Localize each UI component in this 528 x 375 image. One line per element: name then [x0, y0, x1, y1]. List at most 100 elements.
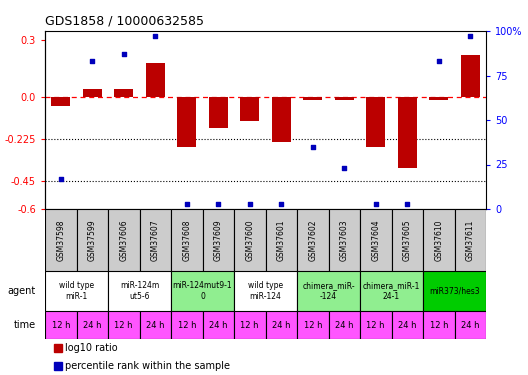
Bar: [108, 311, 139, 339]
Bar: [77, 311, 108, 339]
Text: 12 h: 12 h: [429, 321, 448, 330]
Bar: [108, 209, 139, 271]
Text: 24 h: 24 h: [146, 321, 165, 330]
Text: GSM37608: GSM37608: [182, 219, 191, 261]
Bar: [45, 311, 77, 339]
Point: [435, 58, 443, 64]
Bar: [54, 344, 62, 352]
Bar: [234, 271, 297, 311]
Text: 24 h: 24 h: [461, 321, 479, 330]
Bar: [461, 56, 480, 97]
Text: wild type
miR-1: wild type miR-1: [59, 281, 94, 301]
Point: [151, 33, 159, 39]
Bar: [146, 63, 165, 97]
Text: miR-124m
ut5-6: miR-124m ut5-6: [120, 281, 159, 301]
Text: 12 h: 12 h: [240, 321, 259, 330]
Text: 24 h: 24 h: [398, 321, 417, 330]
Text: GSM37601: GSM37601: [277, 219, 286, 261]
Bar: [366, 97, 385, 147]
Text: log10 ratio: log10 ratio: [65, 343, 118, 353]
Bar: [171, 271, 234, 311]
Point: [119, 51, 128, 57]
Text: GSM37599: GSM37599: [88, 219, 97, 261]
Bar: [171, 209, 203, 271]
Bar: [423, 209, 455, 271]
Text: percentile rank within the sample: percentile rank within the sample: [65, 361, 231, 371]
Bar: [234, 311, 266, 339]
Point: [466, 33, 475, 39]
Bar: [398, 97, 417, 168]
Bar: [335, 97, 354, 100]
Text: 24 h: 24 h: [272, 321, 290, 330]
Text: agent: agent: [7, 286, 35, 296]
Bar: [455, 311, 486, 339]
Text: miR373/hes3: miR373/hes3: [429, 286, 480, 296]
Point: [308, 144, 317, 150]
Bar: [297, 311, 328, 339]
Bar: [54, 362, 62, 370]
Bar: [83, 89, 102, 97]
Bar: [139, 209, 171, 271]
Bar: [45, 271, 108, 311]
Bar: [328, 209, 360, 271]
Bar: [77, 209, 108, 271]
Text: GSM37607: GSM37607: [151, 219, 160, 261]
Bar: [423, 311, 455, 339]
Bar: [203, 209, 234, 271]
Text: chimera_miR-1
24-1: chimera_miR-1 24-1: [363, 281, 420, 301]
Bar: [209, 97, 228, 128]
Bar: [360, 311, 391, 339]
Point: [277, 201, 286, 207]
Point: [372, 201, 380, 207]
Bar: [171, 311, 203, 339]
Bar: [360, 209, 391, 271]
Text: GSM37606: GSM37606: [119, 219, 128, 261]
Text: 12 h: 12 h: [366, 321, 385, 330]
Text: miR-124mut9-1
0: miR-124mut9-1 0: [173, 281, 232, 301]
Bar: [203, 311, 234, 339]
Bar: [391, 311, 423, 339]
Bar: [266, 209, 297, 271]
Bar: [429, 97, 448, 100]
Bar: [108, 271, 171, 311]
Text: 24 h: 24 h: [209, 321, 228, 330]
Point: [403, 201, 411, 207]
Bar: [240, 97, 259, 121]
Text: GDS1858 / 10000632585: GDS1858 / 10000632585: [45, 14, 204, 27]
Bar: [45, 209, 77, 271]
Bar: [177, 97, 196, 147]
Bar: [51, 97, 70, 106]
Point: [246, 201, 254, 207]
Text: wild type
miR-124: wild type miR-124: [248, 281, 283, 301]
Text: GSM37610: GSM37610: [434, 219, 443, 261]
Bar: [297, 271, 360, 311]
Text: GSM37605: GSM37605: [403, 219, 412, 261]
Text: chimera_miR-
-124: chimera_miR- -124: [302, 281, 355, 301]
Bar: [455, 209, 486, 271]
Point: [340, 165, 348, 171]
Text: GSM37609: GSM37609: [214, 219, 223, 261]
Text: 24 h: 24 h: [335, 321, 354, 330]
Bar: [297, 209, 328, 271]
Bar: [272, 97, 291, 141]
Text: GSM37611: GSM37611: [466, 219, 475, 261]
Bar: [423, 271, 486, 311]
Text: GSM37598: GSM37598: [56, 219, 65, 261]
Point: [88, 58, 97, 64]
Bar: [139, 311, 171, 339]
Point: [214, 201, 222, 207]
Bar: [391, 209, 423, 271]
Text: 24 h: 24 h: [83, 321, 101, 330]
Text: 12 h: 12 h: [304, 321, 322, 330]
Text: GSM37600: GSM37600: [245, 219, 254, 261]
Bar: [360, 271, 423, 311]
Text: 12 h: 12 h: [52, 321, 70, 330]
Text: GSM37604: GSM37604: [371, 219, 380, 261]
Text: 12 h: 12 h: [177, 321, 196, 330]
Bar: [266, 311, 297, 339]
Point: [56, 176, 65, 182]
Text: GSM37603: GSM37603: [340, 219, 349, 261]
Bar: [328, 311, 360, 339]
Point: [183, 201, 191, 207]
Bar: [303, 97, 322, 100]
